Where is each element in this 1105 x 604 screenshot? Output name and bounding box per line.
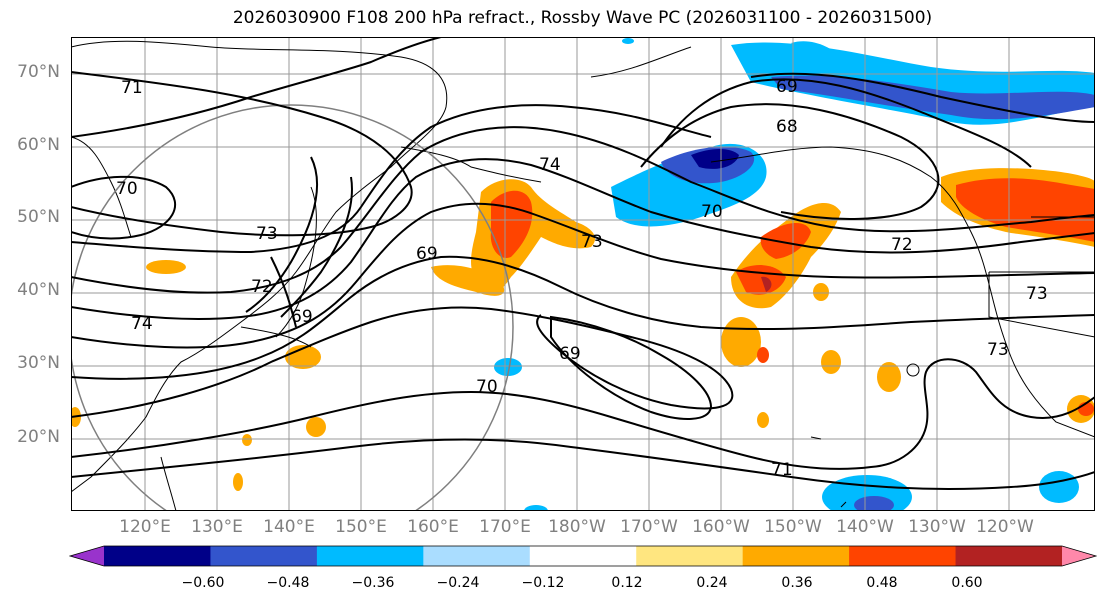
lon-label-120e: 120°E: [105, 517, 185, 537]
contour-label: 69: [776, 77, 798, 97]
lat-label-30n: 30°N: [0, 353, 60, 373]
colorbar-tick: 0.12: [597, 575, 657, 591]
colorbar-segment: [1062, 546, 1096, 566]
lon-label-180w: 180°W: [537, 517, 617, 537]
colorbar-tick: −0.24: [428, 575, 488, 591]
colorbar-segment: [104, 546, 211, 566]
lat-label-50n: 50°N: [0, 207, 60, 227]
lon-label-160e: 160°E: [393, 517, 473, 537]
lat-label-70n: 70°N: [0, 62, 60, 82]
contour-label: 70: [116, 179, 138, 199]
colorbar-segment: [743, 546, 850, 566]
contour-label: 69: [559, 344, 581, 364]
colorbar-tick: 0.48: [852, 575, 912, 591]
lon-label-140e: 140°E: [249, 517, 329, 537]
lon-label-170w: 170°W: [609, 517, 689, 537]
colorbar-segment: [423, 546, 530, 566]
colorbar-segment: [70, 546, 104, 566]
contour-label: 69: [291, 307, 313, 327]
colorbar-segment: [636, 546, 743, 566]
lon-label-120w: 120°W: [965, 517, 1045, 537]
contour-label: 73: [987, 340, 1009, 360]
colorbar-tick: 0.36: [767, 575, 827, 591]
contour-label: 73: [1026, 284, 1048, 304]
contour-label: 69: [416, 244, 438, 264]
colorbar-tick: −0.36: [343, 575, 403, 591]
colorbar-segment: [210, 546, 317, 566]
map-panel: 71 70 73 72 74 69 74 69 73 70 69 68 72 7…: [71, 37, 1095, 511]
colorbar-segment: [317, 546, 424, 566]
contour-label: 73: [581, 232, 603, 252]
contour-label: 70: [476, 377, 498, 397]
colorbar-segment: [849, 546, 956, 566]
colorbar-tick: −0.60: [173, 575, 233, 591]
contour-label: 73: [256, 224, 278, 244]
contour-label: 74: [539, 155, 561, 175]
contour-label: 70: [701, 202, 723, 222]
lon-label-140w: 140°W: [825, 517, 905, 537]
contour-label: 72: [251, 277, 273, 297]
contour-label: 68: [776, 117, 798, 137]
colorbar-tick: −0.48: [258, 575, 318, 591]
contour-label: 74: [131, 314, 153, 334]
contour-label: 71: [121, 78, 143, 98]
colorbar-segment: [530, 546, 637, 566]
lon-label-150e: 150°E: [321, 517, 401, 537]
lon-label-130e: 130°E: [177, 517, 257, 537]
lat-label-20n: 20°N: [0, 427, 60, 447]
colorbar: [69, 545, 1097, 567]
contour-label: 71: [771, 460, 793, 480]
lon-label-160w: 160°W: [681, 517, 761, 537]
contour-label: 72: [891, 235, 913, 255]
colorbar-segment: [956, 546, 1063, 566]
lon-label-150w: 150°W: [753, 517, 833, 537]
colorbar-tick: 0.24: [682, 575, 742, 591]
map-title: 2026030900 F108 200 hPa refract., Rossby…: [0, 8, 1105, 28]
lon-label-170e: 170°E: [465, 517, 545, 537]
lat-label-60n: 60°N: [0, 135, 60, 155]
colorbar-tick: −0.12: [513, 575, 573, 591]
colorbar-tick: 0.60: [937, 575, 997, 591]
lat-label-40n: 40°N: [0, 280, 60, 300]
